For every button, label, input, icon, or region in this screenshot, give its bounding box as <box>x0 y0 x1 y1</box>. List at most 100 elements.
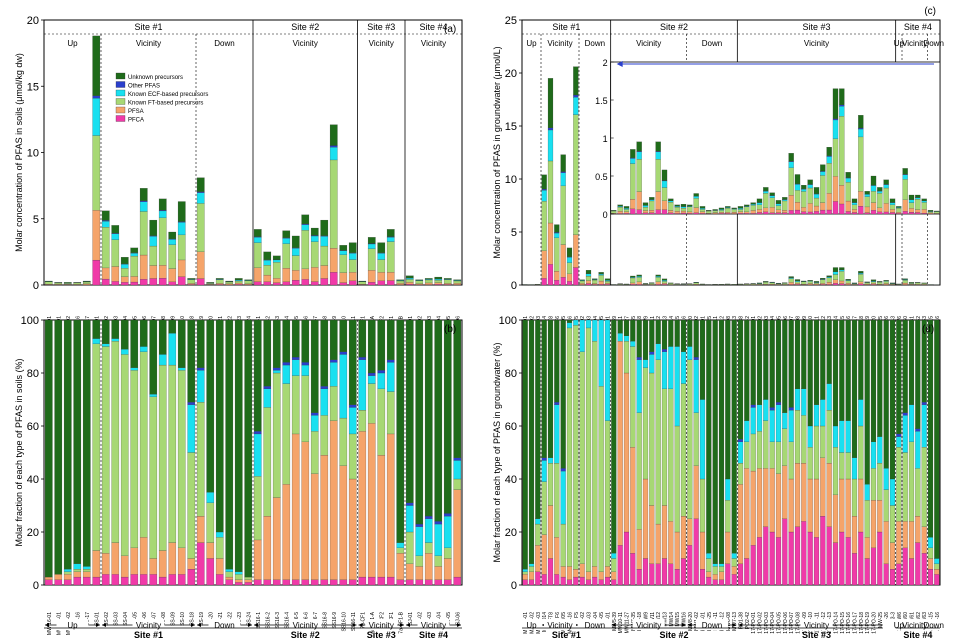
bar-segment-pfca <box>291 579 300 586</box>
bar-segment-pfsa <box>845 478 851 538</box>
inset-bar-segment <box>668 200 674 203</box>
bar-segment-pfsa <box>832 279 839 284</box>
bar-segment-known-ecf-based-precursors <box>541 190 547 202</box>
x-tick-label: SS-05 <box>132 612 138 626</box>
bar-segment-pfsa <box>215 283 224 285</box>
inset-bar-segment <box>921 212 927 215</box>
bar-segment-unknown-precursors <box>225 319 234 570</box>
inset-bar-segment <box>870 202 877 211</box>
zone-label-bg <box>132 619 165 630</box>
bar-segment-unknown-precursors <box>120 319 129 350</box>
bar-segment-pfca <box>339 579 348 586</box>
zone-label: Up <box>894 621 905 630</box>
bar-segment-pfsa <box>405 282 414 285</box>
x-tick-label: MW9 <box>644 612 650 624</box>
bar-segment-pfca <box>168 281 177 286</box>
x-tick-label: 11-04 <box>593 612 599 625</box>
bar-segment-other-pfas <box>750 404 756 408</box>
bar-segment-pfsa <box>54 574 63 580</box>
y-tick-label: 20 <box>27 15 39 27</box>
bar-segment-unknown-precursors <box>92 35 101 96</box>
bar-segment-unknown-precursors <box>794 319 801 390</box>
bar-segment-pfsa <box>566 566 573 580</box>
bar-segment-pfca <box>177 574 186 586</box>
inset-bar-segment <box>737 213 744 215</box>
site-label: Site #2 <box>291 22 319 32</box>
x-tick-label: SS16-10 <box>341 612 347 632</box>
bar-segment-unknown-precursors <box>554 224 560 233</box>
bar-segment-other-pfas <box>693 357 699 360</box>
bar-segment-other-pfas <box>358 357 367 360</box>
inset-bar-segment <box>908 202 915 209</box>
inset-bar-segment <box>902 211 908 215</box>
site-label: Site #4 <box>904 22 932 32</box>
inset-bar-segment <box>687 206 693 213</box>
bar-segment-known-ecf-based-precursors <box>934 558 940 564</box>
bar-segment-pfca <box>263 281 272 286</box>
zone-label: Vicinity <box>136 621 161 630</box>
bar-segment-known-ft-based-precursors <box>348 259 357 273</box>
bar-segment-known-ft-based-precursors <box>358 410 367 432</box>
bar-segment-known-ft-based-precursors <box>915 282 921 285</box>
bar-segment-known-ft-based-precursors <box>820 425 826 458</box>
inset-bar-segment <box>902 168 908 175</box>
inset-bar-segment <box>832 119 839 139</box>
bar-segment-known-ft-based-precursors <box>111 239 120 267</box>
zone-label-bg <box>544 619 576 630</box>
inset-bar-segment <box>737 211 744 214</box>
inset-bar-segment <box>902 174 908 180</box>
bar-segment-known-ecf-based-precursors <box>377 253 386 260</box>
bar-segment-pfca <box>541 278 547 286</box>
x-tick-label: SJ-05 <box>446 612 452 625</box>
bar-segment-known-ft-based-precursors <box>813 425 820 480</box>
inset-bar-segment <box>636 141 642 152</box>
bar-segment-pfca <box>282 281 291 286</box>
bar-segment-pfsa <box>424 553 433 580</box>
bar-segment-known-ft-based-precursors <box>196 402 205 517</box>
bar-segment-known-ft-based-precursors <box>158 364 167 551</box>
bar-segment-known-ft-based-precursors <box>329 386 338 421</box>
panel-label: (d) <box>922 324 934 335</box>
bar-segment-pfca <box>234 284 243 286</box>
inset-bar-segment <box>927 211 934 213</box>
inset-bar-segment <box>858 206 864 215</box>
bar-segment-known-ecf-based-precursors <box>130 252 139 257</box>
bar-segment-pfsa <box>902 521 908 549</box>
bar-segment-unknown-precursors <box>547 78 554 129</box>
bar-segment-known-ecf-based-precursors <box>82 566 91 570</box>
bar-segment-known-ft-based-precursors <box>320 245 329 266</box>
bar-segment-pfsa <box>424 282 433 285</box>
bar-segment-pfca <box>196 278 205 286</box>
inset-bar-segment <box>636 159 642 192</box>
x-tick-label: MW-25 <box>878 612 884 628</box>
bar-segment-known-ft-based-precursors <box>788 441 794 480</box>
bar-segment-pfsa <box>566 273 573 282</box>
zone-label-bg <box>515 619 548 630</box>
inset-bar-segment <box>889 212 896 215</box>
bar-segment-unknown-precursors <box>896 319 902 435</box>
inset-bar-segment <box>775 200 782 204</box>
bar-segment-known-ft-based-precursors <box>908 441 915 522</box>
bar-segment-pfsa <box>820 457 826 517</box>
bar-segment-known-ft-based-precursors <box>693 282 699 285</box>
inset-bar-segment <box>794 174 801 185</box>
bar-segment-known-ecf-based-precursors <box>120 264 129 269</box>
bar-segment-known-ecf-based-precursors <box>680 351 687 384</box>
bar-segment-other-pfas <box>775 402 782 405</box>
bar-segment-known-ft-based-precursors <box>902 452 908 522</box>
bar-segment-pfca <box>592 576 598 586</box>
bar-segment-pfsa <box>699 531 706 570</box>
bar-segment-known-ecf-based-precursors <box>598 273 604 276</box>
inset-bar-segment <box>655 151 661 160</box>
bar-segment-known-ft-based-precursors <box>453 280 462 284</box>
x-tick-label: SS-08 <box>161 612 167 626</box>
plot-frame <box>521 319 941 586</box>
x-tick-label: SS16-9 <box>332 612 338 629</box>
bar-segment-unknown-precursors <box>921 319 927 403</box>
bar-segment-known-ecf-based-precursors <box>158 210 167 218</box>
zone-label: Vicinity <box>902 621 927 630</box>
bar-segment-pfsa <box>725 531 731 564</box>
inset-bar-segment <box>839 203 845 215</box>
bar-segment-known-ecf-based-precursors <box>560 470 566 525</box>
bar-segment-pfca <box>769 531 775 586</box>
